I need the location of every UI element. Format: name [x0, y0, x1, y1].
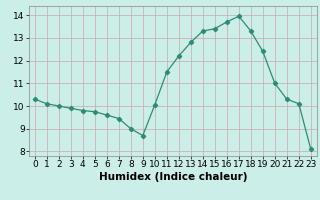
X-axis label: Humidex (Indice chaleur): Humidex (Indice chaleur) — [99, 172, 247, 182]
